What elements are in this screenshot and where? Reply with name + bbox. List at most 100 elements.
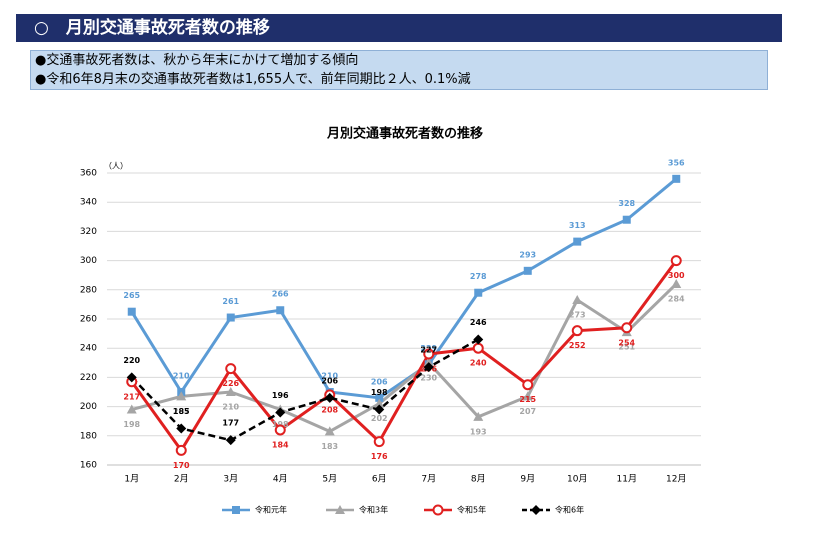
legend-marker bbox=[232, 506, 240, 514]
data-label: 208 bbox=[321, 405, 338, 414]
legend-label: 令和5年 bbox=[457, 505, 486, 515]
marker bbox=[572, 295, 583, 305]
marker bbox=[573, 237, 582, 246]
marker bbox=[276, 306, 285, 315]
data-label: 293 bbox=[519, 250, 536, 259]
y-tick-label: 260 bbox=[80, 315, 97, 325]
x-tick-label: 6月 bbox=[372, 474, 387, 485]
data-label: 252 bbox=[569, 341, 586, 350]
marker bbox=[274, 424, 286, 436]
data-label: 210 bbox=[222, 403, 239, 412]
x-tick-label: 3月 bbox=[223, 474, 238, 485]
data-label: 177 bbox=[222, 419, 239, 428]
x-tick-label: 9月 bbox=[520, 474, 535, 485]
marker bbox=[621, 322, 633, 334]
marker bbox=[473, 334, 484, 345]
bullet: ●令和6年8月末の交通事故死者数は1,655人で、前年同期比２人、0.1%減 bbox=[35, 72, 471, 87]
series-line bbox=[130, 259, 678, 454]
x-tick-label: 4月 bbox=[273, 474, 288, 485]
data-label: 210 bbox=[321, 372, 338, 381]
y-tick-label: 240 bbox=[80, 344, 97, 354]
marker bbox=[472, 342, 484, 354]
x-tick-label: 12月 bbox=[666, 474, 686, 485]
data-label: 207 bbox=[519, 407, 536, 416]
marker bbox=[670, 255, 682, 267]
data-label: 230 bbox=[420, 373, 437, 382]
data-label: 184 bbox=[272, 440, 289, 449]
marker bbox=[225, 387, 236, 396]
y-tick-label: 200 bbox=[80, 402, 97, 412]
marker bbox=[324, 426, 335, 436]
marker bbox=[375, 393, 384, 402]
marker bbox=[571, 325, 583, 337]
marker bbox=[622, 215, 631, 224]
marker bbox=[324, 392, 335, 403]
marker bbox=[226, 313, 235, 322]
series-line bbox=[130, 338, 479, 442]
data-label: 266 bbox=[272, 290, 289, 299]
data-label: 313 bbox=[569, 221, 586, 230]
data-label: 202 bbox=[371, 414, 388, 423]
y-tick-label: 220 bbox=[80, 373, 97, 383]
data-label: 206 bbox=[371, 377, 388, 386]
marker bbox=[176, 423, 187, 434]
y-tick-label: 160 bbox=[80, 461, 97, 471]
y-unit: （人） bbox=[104, 162, 128, 171]
x-tick-label: 1月 bbox=[124, 474, 139, 485]
marker bbox=[423, 362, 434, 373]
data-label: 300 bbox=[668, 271, 685, 280]
data-label: 183 bbox=[321, 442, 338, 451]
legend-label: 令和3年 bbox=[359, 505, 388, 515]
bullet: ●交通事故死者数は、秋から年末にかけて増加する傾向 bbox=[35, 53, 359, 68]
data-label: 273 bbox=[569, 311, 586, 320]
marker bbox=[225, 363, 237, 375]
x-tick-label: 2月 bbox=[174, 474, 189, 485]
data-label: 284 bbox=[668, 294, 685, 303]
data-label: 170 bbox=[173, 461, 190, 470]
legend-marker bbox=[335, 505, 345, 514]
data-label: 251 bbox=[618, 343, 635, 352]
legend-label: 令和元年 bbox=[255, 505, 287, 515]
marker bbox=[473, 411, 484, 421]
data-label: 193 bbox=[470, 427, 487, 436]
marker bbox=[522, 379, 534, 391]
x-tick-label: 7月 bbox=[421, 474, 436, 485]
y-tick-label: 340 bbox=[80, 198, 97, 208]
data-label: 328 bbox=[618, 199, 635, 208]
summary-box: ●交通事故死者数は、秋から年末にかけて増加する傾向 ●令和6年8月末の交通事故死… bbox=[30, 50, 768, 90]
x-tick-label: 5月 bbox=[322, 474, 337, 485]
marker bbox=[275, 407, 286, 418]
marker bbox=[126, 372, 137, 383]
marker bbox=[176, 391, 187, 401]
data-label: 196 bbox=[272, 391, 289, 400]
marker bbox=[175, 444, 187, 456]
data-label: 217 bbox=[123, 392, 140, 401]
data-label: 207 bbox=[173, 407, 190, 416]
data-label: 261 bbox=[222, 297, 239, 306]
marker bbox=[127, 307, 136, 316]
header: ○ 月別交通事故死者数の推移 bbox=[16, 14, 782, 42]
data-label: 185 bbox=[173, 407, 190, 416]
data-label: 220 bbox=[123, 356, 140, 365]
data-label: 254 bbox=[618, 338, 635, 347]
y-tick-label: 300 bbox=[80, 256, 97, 266]
legend-marker bbox=[531, 505, 541, 515]
data-label: 176 bbox=[371, 452, 388, 461]
series-line bbox=[131, 282, 678, 434]
marker bbox=[374, 398, 385, 408]
y-tick-label: 280 bbox=[80, 285, 97, 295]
y-tick-label: 180 bbox=[80, 431, 97, 441]
y-tick-label: 360 bbox=[80, 169, 97, 179]
marker bbox=[225, 435, 236, 446]
data-label: 278 bbox=[470, 272, 487, 281]
marker bbox=[423, 348, 435, 360]
marker bbox=[126, 404, 137, 414]
legend-marker bbox=[432, 504, 444, 516]
data-label: 229 bbox=[420, 344, 437, 353]
x-tick-label: 11月 bbox=[617, 474, 637, 485]
x-tick-label: 10月 bbox=[567, 474, 587, 485]
marker bbox=[373, 436, 385, 448]
marker bbox=[671, 278, 682, 288]
